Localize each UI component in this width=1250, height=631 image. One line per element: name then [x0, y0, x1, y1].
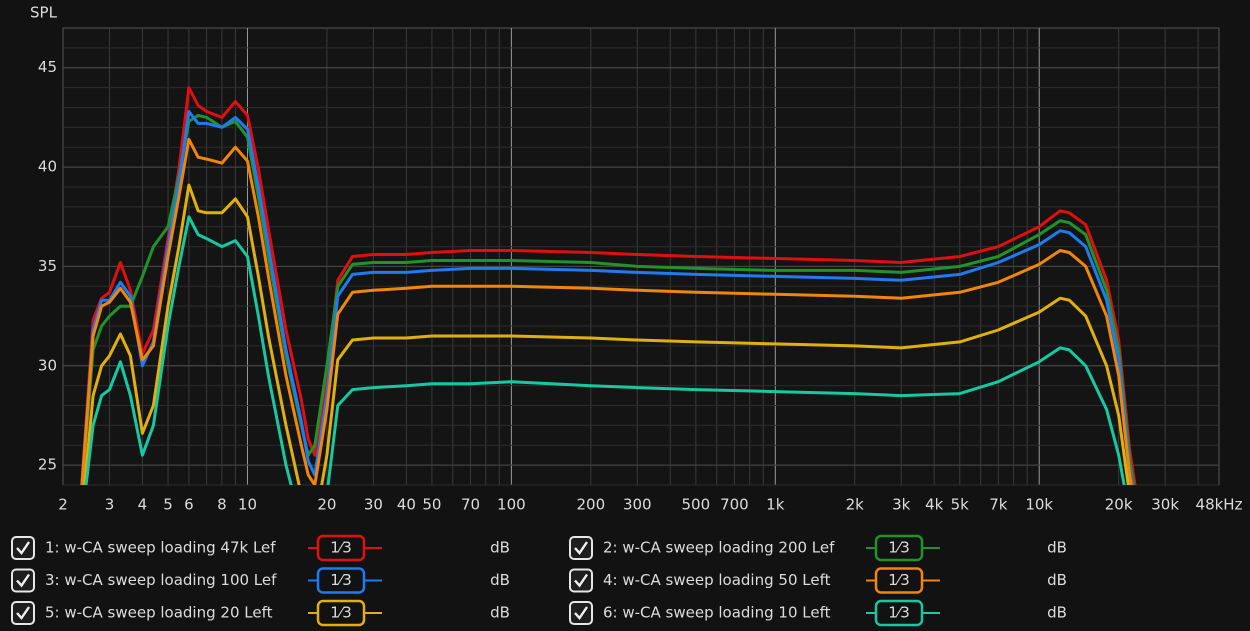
- x-tick-label: 20k: [1105, 496, 1133, 514]
- checkmark: [574, 541, 588, 555]
- smoothing-label: 1⁄3: [330, 604, 352, 622]
- legend-checkbox[interactable]: [569, 568, 593, 593]
- x-tick-label: 6: [184, 496, 194, 514]
- legend-label: 4: w-CA sweep loading 50 Left: [603, 571, 831, 589]
- legend-label: 1: w-CA sweep loading 47k Lef: [45, 539, 276, 557]
- x-tick-label: 40: [397, 496, 416, 514]
- x-tick-label: 200: [577, 496, 606, 514]
- unit-label: dB: [490, 604, 510, 622]
- legend-label: 6: w-CA sweep loading 10 Left: [603, 604, 831, 622]
- x-tick-label: 10: [238, 496, 257, 514]
- smoothing-box[interactable]: [874, 567, 924, 594]
- x-tick-label: 100: [497, 496, 526, 514]
- legend-item: 5: w-CA sweep loading 20 Left 1⁄3 dB: [11, 599, 510, 627]
- y-tick-label: 45: [38, 58, 57, 76]
- x-tick-label: 5: [163, 496, 173, 514]
- legend-label: 3: w-CA sweep loading 100 Lef: [45, 571, 277, 589]
- smoothing-box[interactable]: [316, 534, 366, 562]
- legend-item: 6: w-CA sweep loading 10 Left 1⁄3 dB: [569, 599, 1067, 627]
- x-tick-label: 30: [364, 496, 383, 514]
- legend-checkbox[interactable]: [11, 568, 35, 593]
- legend-item: 1: w-CA sweep loading 47k Lef 1⁄3 dB: [11, 534, 510, 562]
- unit-label: dB: [1047, 539, 1067, 557]
- smoothing-box[interactable]: [874, 599, 924, 627]
- x-tick-label: 4k: [925, 496, 944, 514]
- x-tick-label: 2: [58, 496, 68, 514]
- legend: 1: w-CA sweep loading 47k Lef 1⁄3 dB 2: w-C…: [11, 534, 1067, 627]
- series-line: [84, 215, 1126, 485]
- legend-checkbox[interactable]: [569, 536, 593, 560]
- x-tick-label: 300: [623, 496, 652, 514]
- grid: [63, 28, 1219, 486]
- x-tick-label: 70: [461, 496, 480, 514]
- smoothing-label: 1⁄3: [888, 571, 910, 589]
- y-axis-label: SPL: [30, 4, 58, 22]
- x-tick-label: 3k: [892, 496, 911, 514]
- x-tick-label: 8: [217, 496, 227, 514]
- series-line: [80, 137, 1133, 485]
- smoothing-box[interactable]: [316, 567, 366, 594]
- series-line: [80, 113, 1136, 485]
- unit-label: dB: [1047, 571, 1067, 589]
- checkmark: [16, 541, 30, 555]
- lines: [80, 86, 1137, 485]
- series-line: [83, 183, 1130, 485]
- smoothing-box[interactable]: [316, 599, 366, 627]
- x-tick-label: 5k: [951, 496, 970, 514]
- smoothing-box[interactable]: [874, 534, 924, 562]
- checkmark: [16, 573, 30, 588]
- legend-label: 2: w-CA sweep loading 200 Lef: [603, 539, 835, 557]
- x-tick-label: 48kHz: [1196, 496, 1243, 514]
- x-tick-label: 500: [682, 496, 711, 514]
- y-tick-label: 30: [38, 356, 57, 374]
- x-tick-label: 7k: [989, 496, 1008, 514]
- y-tick-label: 40: [38, 158, 57, 176]
- x-tick-label: 10k: [1025, 496, 1053, 514]
- x-tick-label: 4: [138, 496, 148, 514]
- x-tick-label: 3: [105, 496, 115, 514]
- x-tick-label: 20: [317, 496, 336, 514]
- y-tick-label: 35: [38, 257, 57, 275]
- smoothing-label: 1⁄3: [888, 604, 910, 622]
- smoothing-label: 1⁄3: [330, 571, 352, 589]
- plot-area: [62, 27, 1220, 486]
- x-tick-label: 30k: [1151, 496, 1179, 514]
- unit-label: dB: [490, 539, 510, 557]
- smoothing-label: 1⁄3: [330, 539, 352, 557]
- checkmark: [16, 606, 30, 620]
- x-tick-label: 2k: [846, 496, 865, 514]
- x-tick-label: 50: [422, 496, 441, 514]
- legend-item: 2: w-CA sweep loading 200 Lef 1⁄3 dB: [569, 534, 1067, 562]
- y-tick-label: 25: [38, 456, 57, 474]
- unit-label: dB: [1047, 604, 1067, 622]
- x-tick-label: 1k: [766, 496, 785, 514]
- legend-label: 5: w-CA sweep loading 20 Left: [45, 604, 273, 622]
- checkmark: [574, 573, 588, 588]
- legend-checkbox[interactable]: [11, 601, 35, 625]
- legend-item: 3: w-CA sweep loading 100 Lef 1⁄3 dB: [11, 567, 510, 594]
- unit-label: dB: [490, 571, 510, 589]
- smoothing-label: 1⁄3: [888, 539, 910, 557]
- legend-checkbox[interactable]: [569, 601, 593, 625]
- legend-checkbox[interactable]: [11, 536, 35, 560]
- x-tick-label: 700: [720, 496, 749, 514]
- checkmark: [574, 606, 588, 620]
- legend-item: 4: w-CA sweep loading 50 Left 1⁄3 dB: [569, 567, 1067, 594]
